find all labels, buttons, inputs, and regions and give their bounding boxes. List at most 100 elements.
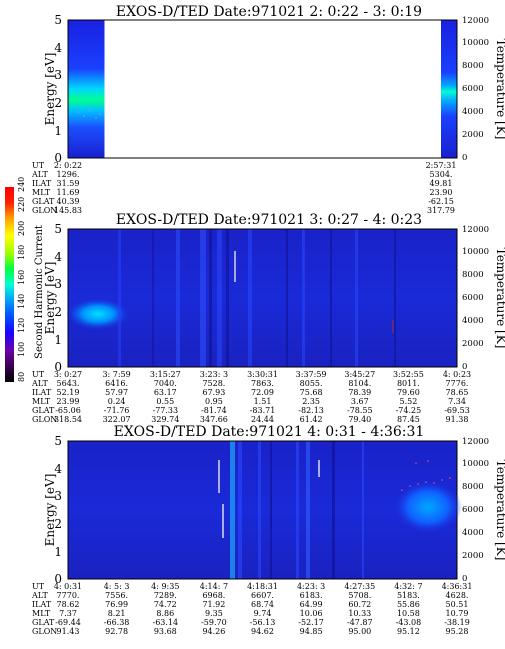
panel-2-ytick-4: 4 xyxy=(54,250,62,264)
panel-2-col-2-ilat: 63.17 xyxy=(154,388,177,397)
panel-2-col-7-ilat: 79.60 xyxy=(397,388,420,397)
panel-1-ytick-2: 2 xyxy=(54,96,62,110)
panel-2-ytick-1: 1 xyxy=(54,333,62,347)
panel-2-col-6-ut: 3:45:27 xyxy=(344,370,375,379)
panel-3-col-8-glat: -38.19 xyxy=(444,618,470,627)
panel-3-col-4-glat: -56.13 xyxy=(250,618,276,627)
panel-3-col-6-glat: -47.87 xyxy=(347,618,373,627)
panel-3-col-5-ut: 4:23: 3 xyxy=(297,582,325,591)
panel-3-row-label-ilat: ILAT xyxy=(32,600,52,609)
panel-3-col-7-ut: 4:32: 7 xyxy=(394,582,422,591)
panel-1-row-label-glon: GLON xyxy=(32,206,57,215)
colorbar-tick-200: 200 xyxy=(17,221,26,236)
panel-2-col-0-alt: 5643. xyxy=(57,379,80,388)
panel-2-col-3-glat: -81.74 xyxy=(201,406,227,415)
panel-3-col-6-mlt: 10.33 xyxy=(348,609,371,618)
panel-2-col-5-mlt: 2.35 xyxy=(302,397,320,406)
panel-1-row-label-ut: UT xyxy=(32,161,45,170)
panel-3: EXOS-D/TED Date:971021 4: 0:31 - 4:36:31… xyxy=(31,424,505,636)
panel-1-row-label-ilat: ILAT xyxy=(32,179,52,188)
panel-2-col-2-mlt: 0.55 xyxy=(156,397,174,406)
panel-1-rtick-2: 4000 xyxy=(462,107,484,117)
panel-1-ephemeris: UT ALT ILAT MLT GLAT GLON 2: 0:22 1296. … xyxy=(31,161,456,215)
panel-3-rtick-2: 4000 xyxy=(462,528,484,538)
panel-1-ylabel-right: Temperature [K] xyxy=(494,39,505,140)
panel-3-col-8-ut: 4:36:31 xyxy=(442,582,473,591)
panel-2-col-3-alt: 7528. xyxy=(202,379,225,388)
panel-2-col-5-alt: 8055. xyxy=(300,379,323,388)
panel-2-ylabel-right: Temperature [K] xyxy=(494,248,505,349)
panel-3-rtick-4: 8000 xyxy=(462,482,484,492)
panel-3-col-0-glon: 91.43 xyxy=(57,627,80,636)
panel-3-col-8-mlt: 10.79 xyxy=(446,609,469,618)
panel-2-col-0-glat: -65.06 xyxy=(55,406,81,415)
panel-1: EXOS-D/TED Date:971021 2: 0:22 - 3: 0:19… xyxy=(31,4,505,215)
colorbar-tick-120: 120 xyxy=(17,318,26,333)
panel-2-rtick-3: 6000 xyxy=(462,293,484,303)
panel-3-col-1-alt: 7556. xyxy=(105,591,128,600)
panel-3-col-7-mlt: 10.58 xyxy=(397,609,420,618)
panel-3-title: EXOS-D/TED Date:971021 4: 0:31 - 4:36:31 xyxy=(114,424,425,440)
panel-1-col-0-ilat: 31.59 xyxy=(57,179,80,188)
panel-1-col-0-glat: 40.39 xyxy=(57,197,80,206)
panel-2-rtick-4: 8000 xyxy=(462,270,484,280)
panel-1-col-0-mlt: 11.69 xyxy=(57,188,80,197)
panel-2-row-label-alt: ALT xyxy=(31,379,48,388)
panel-3-col-6-alt: 5708. xyxy=(348,591,371,600)
panel-2-col-8-mlt: 7.34 xyxy=(448,397,466,406)
panel-2-col-6-mlt: 3.67 xyxy=(351,397,369,406)
panel-2-col-5-ut: 3:37:59 xyxy=(296,370,327,379)
panel-1-col-0-ut: 2: 0:22 xyxy=(54,161,82,170)
panel-1-rtick-4: 8000 xyxy=(462,61,484,71)
panel-2-col-1-glon: 322.07 xyxy=(103,415,131,424)
panel-3-col-8-glon: 95.28 xyxy=(446,627,469,636)
panel-1-ytick-3: 3 xyxy=(54,68,62,82)
panel-2-col-0-ilat: 52.19 xyxy=(57,388,80,397)
panel-2-left-axis: 0 1 2 3 4 5 xyxy=(54,222,62,374)
panel-3-col-2-mlt: 8.86 xyxy=(156,609,174,618)
panel-2-col-7-glat: -74.25 xyxy=(396,406,422,415)
panel-2-col-8-ilat: 78.65 xyxy=(446,388,469,397)
panel-2-rtick-1: 2000 xyxy=(462,339,484,349)
panel-3-col-0-ut: 4: 0:31 xyxy=(54,582,82,591)
panel-3-col-2-alt: 7289. xyxy=(154,591,177,600)
colorbar-tick-180: 180 xyxy=(17,245,26,260)
panel-3-left-axis: 0 1 2 3 4 5 xyxy=(54,434,62,586)
colorbar-tick-140: 140 xyxy=(17,294,26,309)
panel-2-ytick-5: 5 xyxy=(54,222,62,236)
panel-2-col-7-mlt: 5.52 xyxy=(399,397,417,406)
panel-1-rtick-5: 10000 xyxy=(462,38,489,48)
panel-1-right-axis: 0 2000 4000 6000 8000 10000 12000 xyxy=(462,16,489,163)
panel-3-col-3-mlt: 9.35 xyxy=(205,609,223,618)
panel-3-ytick-3: 3 xyxy=(54,489,62,503)
panel-3-col-5-ilat: 64.99 xyxy=(300,600,323,609)
panel-2-ylabel-left: Energy [eV] xyxy=(43,262,57,335)
panel-2-col-8-glat: -69.53 xyxy=(444,406,470,415)
panel-3-col-6-ut: 4:27:35 xyxy=(344,582,375,591)
panel-2-col-5-glon: 61.42 xyxy=(300,415,323,424)
panel-3-col-7-alt: 5183. xyxy=(397,591,420,600)
panel-1-temperature-dots xyxy=(77,95,451,119)
panel-3-col-4-ilat: 68.74 xyxy=(251,600,274,609)
panel-3-ytick-2: 2 xyxy=(54,517,62,531)
panel-2-col-2-glon: 329.74 xyxy=(151,415,179,424)
panel-2-ephemeris: UT 3: 0:27 3: 7:59 3:15:27 3:23: 3 3:30:31 3:3… xyxy=(31,370,471,424)
panel-3-col-3-ilat: 71.92 xyxy=(202,600,225,609)
panel-2-col-2-alt: 7040. xyxy=(154,379,177,388)
panel-3-col-6-ilat: 60.72 xyxy=(348,600,371,609)
panel-1-col-0-alt: 1296. xyxy=(57,170,80,179)
panel-2-col-1-ilat: 57.97 xyxy=(105,388,128,397)
panel-3-col-0-glat: -69.44 xyxy=(55,618,81,627)
panel-2-ytick-0: 0 xyxy=(54,360,62,374)
panel-3-row-label-ut: UT xyxy=(32,582,45,591)
panel-2-col-2-glat: -77.33 xyxy=(152,406,178,415)
panel-3-row-label-mlt: MLT xyxy=(32,609,51,618)
panel-3-ephemeris: UT 4: 0:31 4: 5: 3 4: 9:35 4:14: 7 4:18:31 4:2… xyxy=(31,582,472,636)
panel-2-rtick-6: 12000 xyxy=(462,225,489,235)
panel-3-ytick-1: 1 xyxy=(54,545,62,559)
panel-3-col-4-mlt: 9.74 xyxy=(254,609,272,618)
panel-3-col-8-alt: 4628. xyxy=(446,591,469,600)
panel-2-col-4-mlt: 1.51 xyxy=(254,397,272,406)
panel-2-col-8-ut: 4: 0:23 xyxy=(443,370,471,379)
panel-1-col-1-ut: 2:57:31 xyxy=(426,161,457,170)
